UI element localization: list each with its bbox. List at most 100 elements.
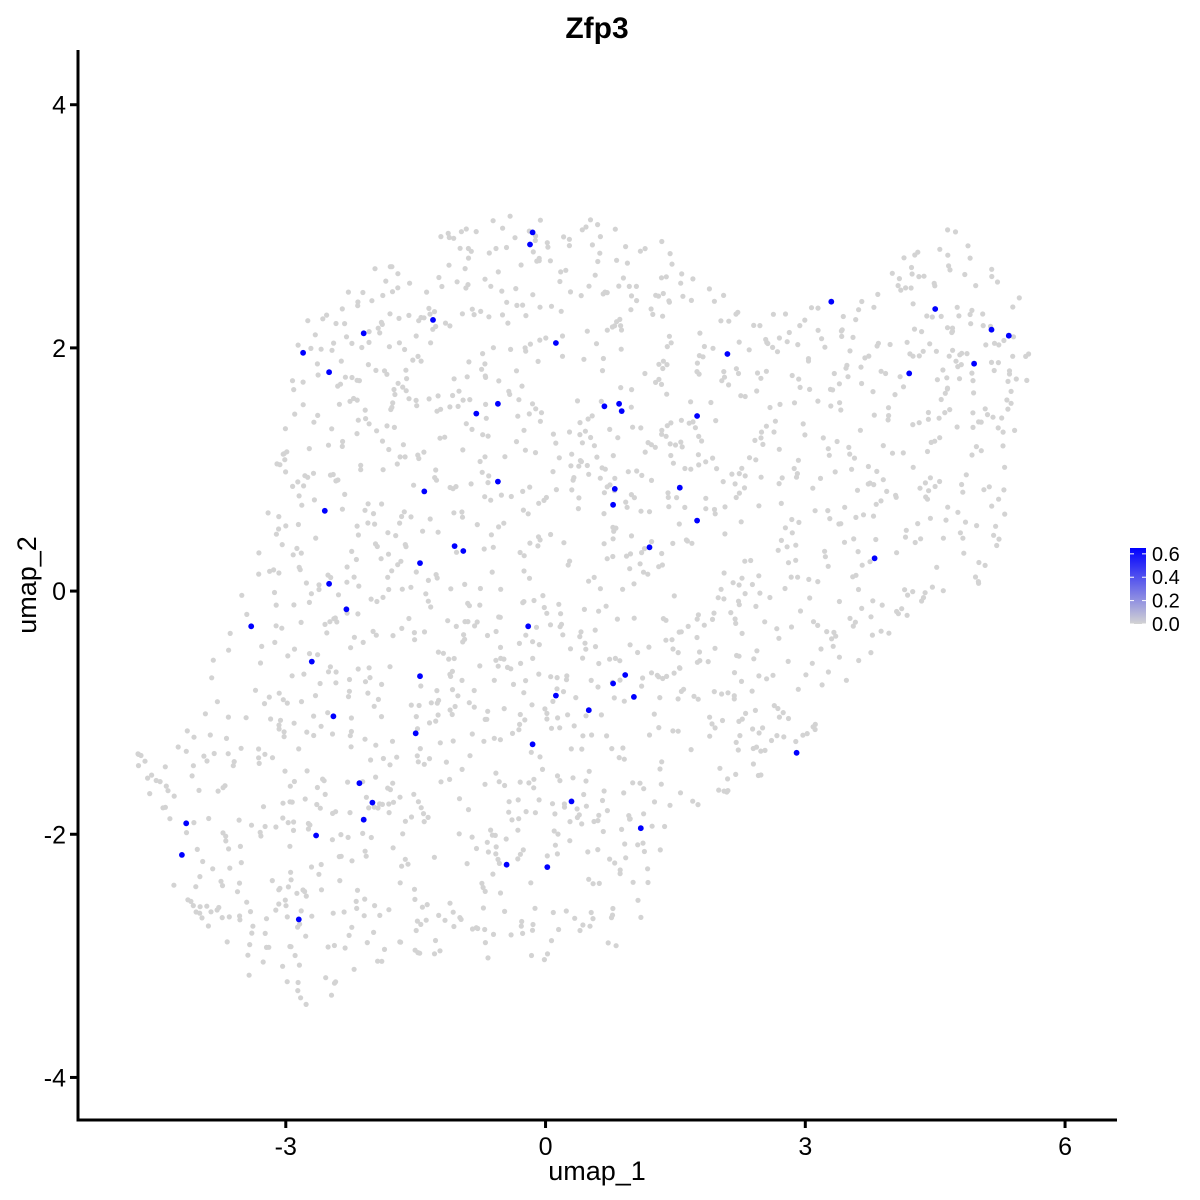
cell-point-low: [438, 779, 444, 785]
cell-point-low: [884, 488, 890, 494]
cell-point-low: [276, 726, 282, 732]
cell-point-low: [612, 860, 618, 866]
cell-point-low: [737, 733, 743, 739]
cell-point-low: [846, 444, 852, 450]
cell-point-low: [940, 588, 946, 594]
cell-point-low: [421, 315, 427, 321]
cell-point-low: [584, 462, 590, 469]
cell-point-low: [781, 734, 787, 740]
cell-point-low: [581, 606, 588, 613]
cell-point-low: [290, 552, 296, 558]
cell-point-low: [428, 604, 434, 610]
cell-point-low: [933, 348, 940, 354]
cell-point-low: [419, 904, 425, 910]
cell-point-low: [609, 746, 615, 752]
cell-point-low: [550, 469, 556, 475]
cell-point-low: [521, 690, 527, 696]
cell-point-low: [739, 465, 745, 471]
cell-point-low: [614, 616, 621, 622]
cell-point-low: [311, 419, 317, 425]
cell-point-low: [641, 811, 647, 817]
cell-point-low: [666, 504, 672, 510]
cell-point-low: [555, 831, 561, 837]
cell-point-low: [482, 454, 488, 460]
cell-point-low: [433, 467, 439, 473]
cell-point-low: [899, 606, 905, 612]
cell-point-low: [618, 346, 624, 352]
cell-point-low: [256, 755, 262, 761]
cell-point-low: [622, 841, 628, 847]
cell-point-low: [1012, 427, 1018, 433]
cell-point-low: [469, 834, 475, 840]
cell-point-low: [866, 353, 872, 359]
cell-point-low: [583, 778, 589, 784]
cell-point-low: [810, 485, 816, 491]
cell-point-low: [758, 748, 764, 754]
cell-point-low: [553, 440, 559, 446]
cell-point-low: [617, 677, 623, 683]
cell-point-low: [547, 258, 554, 264]
cell-point-low: [498, 586, 504, 592]
cell-point-low: [850, 623, 856, 629]
cell-point-low: [949, 325, 956, 331]
cell-point-expressing: [295, 916, 302, 923]
cell-point-low: [934, 564, 940, 570]
cell-point-low: [776, 481, 782, 487]
cell-point-low: [804, 731, 810, 737]
cell-point-low: [989, 503, 995, 509]
cell-point-low: [531, 785, 537, 791]
cell-point-low: [380, 292, 386, 299]
cell-point-low: [277, 717, 284, 723]
cell-point-expressing: [326, 580, 332, 587]
cell-point-expressing: [544, 864, 551, 870]
cell-point-low: [318, 861, 324, 868]
cell-point-low: [595, 847, 601, 853]
color-legend: 0.00.20.40.6: [1130, 544, 1180, 636]
cell-point-low: [910, 301, 916, 307]
cell-point-low: [962, 519, 969, 525]
cell-point-low: [1008, 400, 1014, 406]
cell-point-low: [403, 388, 409, 394]
cell-point-low: [447, 776, 453, 783]
cell-point-low: [610, 453, 616, 459]
cell-point-low: [396, 340, 402, 346]
cell-point-low: [784, 544, 790, 550]
cell-point-low: [475, 925, 481, 932]
cell-point-low: [690, 798, 696, 804]
cell-point-low: [366, 805, 372, 811]
cell-point-low: [285, 884, 291, 890]
cell-point-low: [389, 264, 395, 270]
cell-point-low: [530, 639, 536, 645]
cell-point-low: [973, 444, 980, 450]
cell-point-low: [760, 725, 766, 731]
cell-point-low: [776, 335, 783, 341]
cell-point-low: [434, 575, 440, 581]
cell-point-low: [447, 323, 453, 329]
cell-point-low: [485, 849, 491, 855]
cell-point-low: [305, 826, 311, 832]
cell-point-expressing: [616, 400, 622, 407]
cell-point-low: [616, 283, 622, 289]
cell-point-low: [782, 311, 789, 317]
cell-point-low: [654, 672, 660, 678]
cell-point-low: [576, 812, 582, 818]
cell-point-low: [601, 510, 607, 517]
cell-point-low: [825, 669, 832, 675]
cell-point-low: [395, 562, 401, 568]
cell-point-low: [519, 918, 525, 925]
cell-point-low: [488, 827, 494, 833]
cell-point-low: [1001, 337, 1007, 344]
cell-point-low: [778, 500, 784, 506]
cell-point-low: [694, 369, 700, 375]
cell-point-low: [776, 714, 783, 720]
cell-point-low: [384, 371, 390, 377]
cell-point-low: [295, 979, 301, 986]
cell-point-low: [718, 586, 724, 592]
cell-point-low: [486, 250, 492, 256]
cell-point-low: [291, 819, 297, 825]
cell-point-low: [925, 416, 932, 422]
cell-point-low: [433, 477, 440, 483]
cell-point-low: [287, 799, 293, 805]
cell-point-low: [721, 596, 727, 602]
cell-point-low: [335, 477, 341, 483]
